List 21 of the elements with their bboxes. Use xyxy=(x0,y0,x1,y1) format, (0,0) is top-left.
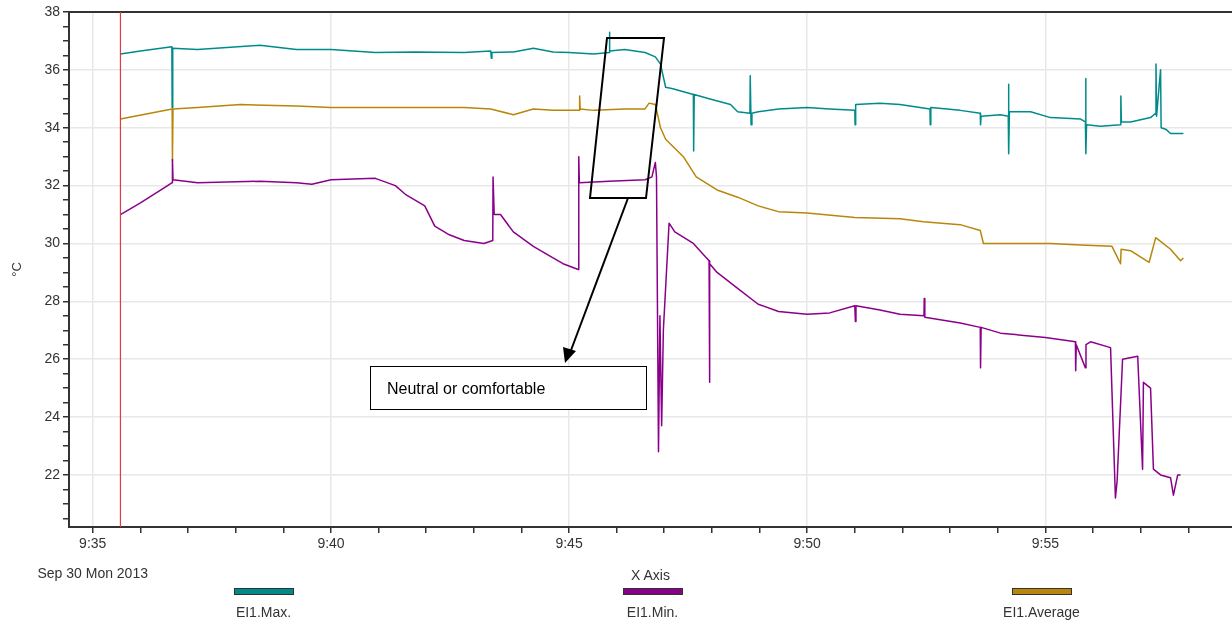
text: Sep 30 Mon 2013 xyxy=(37,564,149,581)
legend-label: EI1.Min. xyxy=(626,604,679,620)
callout-box: Neutral or comfortable xyxy=(370,366,647,410)
x-tick-label: 9:35 xyxy=(79,535,107,552)
x-tick-label: 9:40 xyxy=(317,535,345,552)
y-tick-label: 26 xyxy=(44,350,61,367)
legend-label: EI1.Max. xyxy=(235,604,292,620)
y-tick-label: 38 xyxy=(44,2,61,19)
x-axis-title: X Axis xyxy=(631,567,670,584)
y-axis-title: °C xyxy=(9,262,25,277)
y-tick-label: 32 xyxy=(44,176,61,193)
x-tick-label: 9:50 xyxy=(793,535,821,552)
legend-label: EI1.Average xyxy=(1003,604,1080,620)
y-tick-label: 24 xyxy=(44,407,61,424)
y-tick-label: 34 xyxy=(44,118,61,135)
y-tick-label: 22 xyxy=(44,465,61,482)
y-tick-label: 28 xyxy=(44,292,61,309)
y-tick-label: 36 xyxy=(44,60,61,77)
x-tick-label: 9:45 xyxy=(555,535,583,552)
x-tick-label: 9:55 xyxy=(1031,535,1060,552)
y-tick-label: 30 xyxy=(44,234,61,251)
